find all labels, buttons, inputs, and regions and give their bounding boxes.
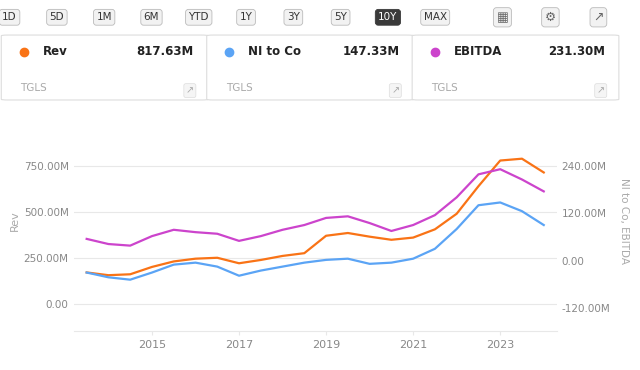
Text: YTD: YTD [189,12,209,22]
Text: 1Y: 1Y [239,12,253,22]
Text: 3Y: 3Y [287,12,300,22]
FancyBboxPatch shape [412,35,619,100]
Text: ↗: ↗ [186,85,194,95]
Text: ↗: ↗ [593,11,604,24]
Y-axis label: NI to Co, EBITDA: NI to Co, EBITDA [619,178,628,264]
Text: TGLS: TGLS [431,83,458,93]
Text: ▦: ▦ [497,11,508,24]
Text: 5Y: 5Y [334,12,347,22]
Text: 817.63M: 817.63M [137,45,194,58]
Text: 147.33M: 147.33M [342,45,399,58]
Text: 10Y: 10Y [378,12,397,22]
Text: ↗: ↗ [596,85,605,95]
Text: Rev: Rev [43,45,68,58]
Text: 5D: 5D [49,12,64,22]
Text: ↗: ↗ [391,85,399,95]
Text: TGLS: TGLS [20,83,47,93]
Text: 6M: 6M [144,12,159,22]
FancyBboxPatch shape [1,35,208,100]
Text: ⚙: ⚙ [545,11,556,24]
FancyBboxPatch shape [207,35,413,100]
Y-axis label: Rev: Rev [10,211,20,232]
Text: MAX: MAX [424,12,447,22]
Text: NI to Co: NI to Co [248,45,301,58]
Text: 1M: 1M [97,12,112,22]
Text: TGLS: TGLS [226,83,253,93]
Text: 1D: 1D [3,12,17,22]
Text: EBITDA: EBITDA [454,45,502,58]
Text: 231.30M: 231.30M [548,45,605,58]
